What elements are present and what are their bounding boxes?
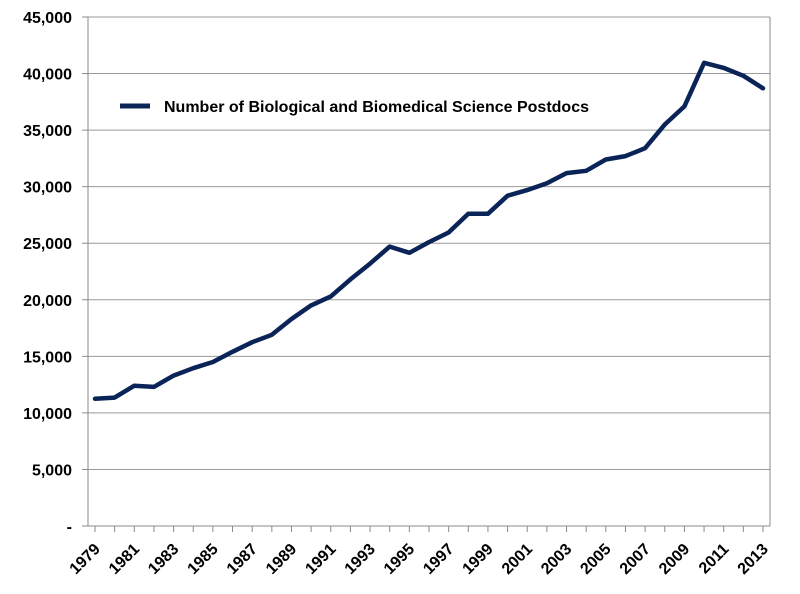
x-tick-label: 2013	[735, 541, 772, 578]
x-tick-label: 1991	[302, 541, 339, 578]
y-tick-label: 15,000	[23, 349, 72, 366]
y-tick-label: 10,000	[23, 406, 72, 423]
x-tick-label: 1987	[224, 541, 261, 578]
y-tick-label: 35,000	[23, 123, 72, 140]
x-tick-label: 1981	[106, 541, 143, 578]
y-tick-label: 25,000	[23, 236, 72, 253]
y-tick-label: 30,000	[23, 180, 72, 197]
axes	[87, 17, 771, 527]
x-tick-label: 2009	[656, 541, 693, 578]
x-tick-label: 2001	[499, 541, 536, 578]
x-tick-label: 2007	[617, 541, 654, 578]
y-tick-label: 45,000	[23, 10, 72, 27]
x-tick-label: 1989	[263, 541, 300, 578]
y-tick-label: 40,000	[23, 67, 72, 84]
x-tick-label: 1999	[460, 541, 497, 578]
legend: Number of Biological and Biomedical Scie…	[120, 99, 589, 116]
x-tick-label: 2011	[696, 541, 733, 578]
x-tick-label: 1995	[381, 541, 418, 578]
x-axis-ticks: 1979 1981 1983 1985 1987 1989 1991 1993 1995 1997…	[67, 526, 772, 578]
x-tick-label: 1985	[185, 541, 222, 578]
x-tick-label: 1979	[67, 541, 104, 578]
legend-label: Number of Biological and Biomedical Scie…	[164, 99, 589, 116]
x-tick-label: 1993	[342, 541, 379, 578]
y-tick-label: -	[67, 519, 72, 536]
series-group	[92, 60, 766, 402]
y-axis-ticks: - 5,000 10,000 15,000 20,000 25,000 30,000 35,0…	[23, 10, 88, 536]
x-tick-label: 1997	[420, 541, 457, 578]
x-tick-label: 2003	[538, 541, 575, 578]
x-tick-label: 2005	[577, 541, 614, 578]
x-tick-label: 1983	[145, 541, 182, 578]
y-tick-label: 5,000	[32, 462, 72, 479]
y-tick-label: 20,000	[23, 293, 72, 310]
series-line	[92, 60, 766, 402]
